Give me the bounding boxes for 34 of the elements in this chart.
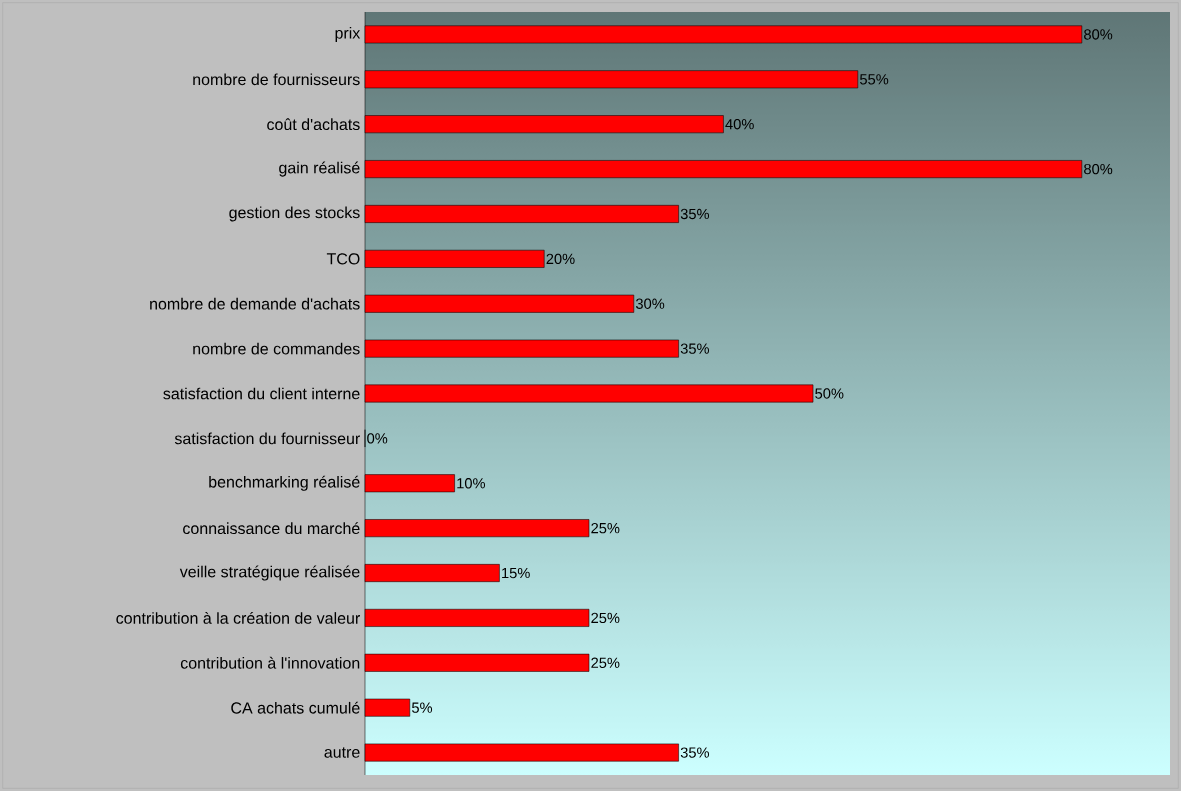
y-tick-label: satisfaction du fournisseur xyxy=(174,432,360,445)
data-label: 5% xyxy=(411,702,433,713)
y-tick-label: satisfaction du client interne xyxy=(163,387,360,400)
y-tick-label: contribution à l'innovation xyxy=(180,656,360,669)
data-label: 25% xyxy=(591,612,620,624)
y-tick-label: autre xyxy=(324,747,360,758)
y-tick-label: benchmarking réalisé xyxy=(209,475,360,491)
y-tick-label: nombre de commandes xyxy=(193,342,360,355)
y-tick-label: veille stratégique réalisée xyxy=(179,565,360,581)
y-tick-label: nombre de fournisseurs xyxy=(193,73,360,86)
data-label: 25% xyxy=(591,657,620,668)
data-label: 20% xyxy=(546,253,575,265)
data-label: 40% xyxy=(725,119,754,130)
data-label: 0% xyxy=(367,433,388,444)
data-label: 25% xyxy=(591,522,620,534)
data-label: 80% xyxy=(1084,163,1113,175)
data-label: 50% xyxy=(815,388,844,399)
data-label: 35% xyxy=(680,747,710,758)
y-tick-label: TCO xyxy=(326,253,360,265)
data-label: 35% xyxy=(680,208,710,220)
data-label: 10% xyxy=(457,478,486,489)
data-label: 80% xyxy=(1084,29,1113,40)
y-tick-label: gain réalisé xyxy=(279,161,360,177)
y-tick-label: prix xyxy=(335,26,361,42)
data-label: 15% xyxy=(502,567,530,579)
y-tick-label: gestion des stocks xyxy=(229,206,360,222)
y-tick-label: coût d'achats xyxy=(267,118,360,131)
y-tick-label: nombre de demande d'achats xyxy=(150,297,360,310)
y-tick-label: connaissance du marché xyxy=(183,522,360,535)
y-tick-label: contribution à la création de valeur xyxy=(116,611,360,624)
y-tick-label: CA achats cumulé xyxy=(231,701,360,714)
data-label: 55% xyxy=(860,74,889,85)
data-label: 30% xyxy=(635,298,665,309)
data-label: 35% xyxy=(680,343,710,354)
